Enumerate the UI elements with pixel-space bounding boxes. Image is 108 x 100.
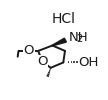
Text: O: O: [37, 55, 48, 68]
Polygon shape: [52, 38, 66, 46]
Text: O: O: [24, 44, 34, 57]
Text: OH: OH: [78, 56, 98, 69]
Text: HCl: HCl: [52, 12, 76, 26]
Text: NH: NH: [68, 31, 88, 44]
Text: 2: 2: [76, 34, 83, 44]
